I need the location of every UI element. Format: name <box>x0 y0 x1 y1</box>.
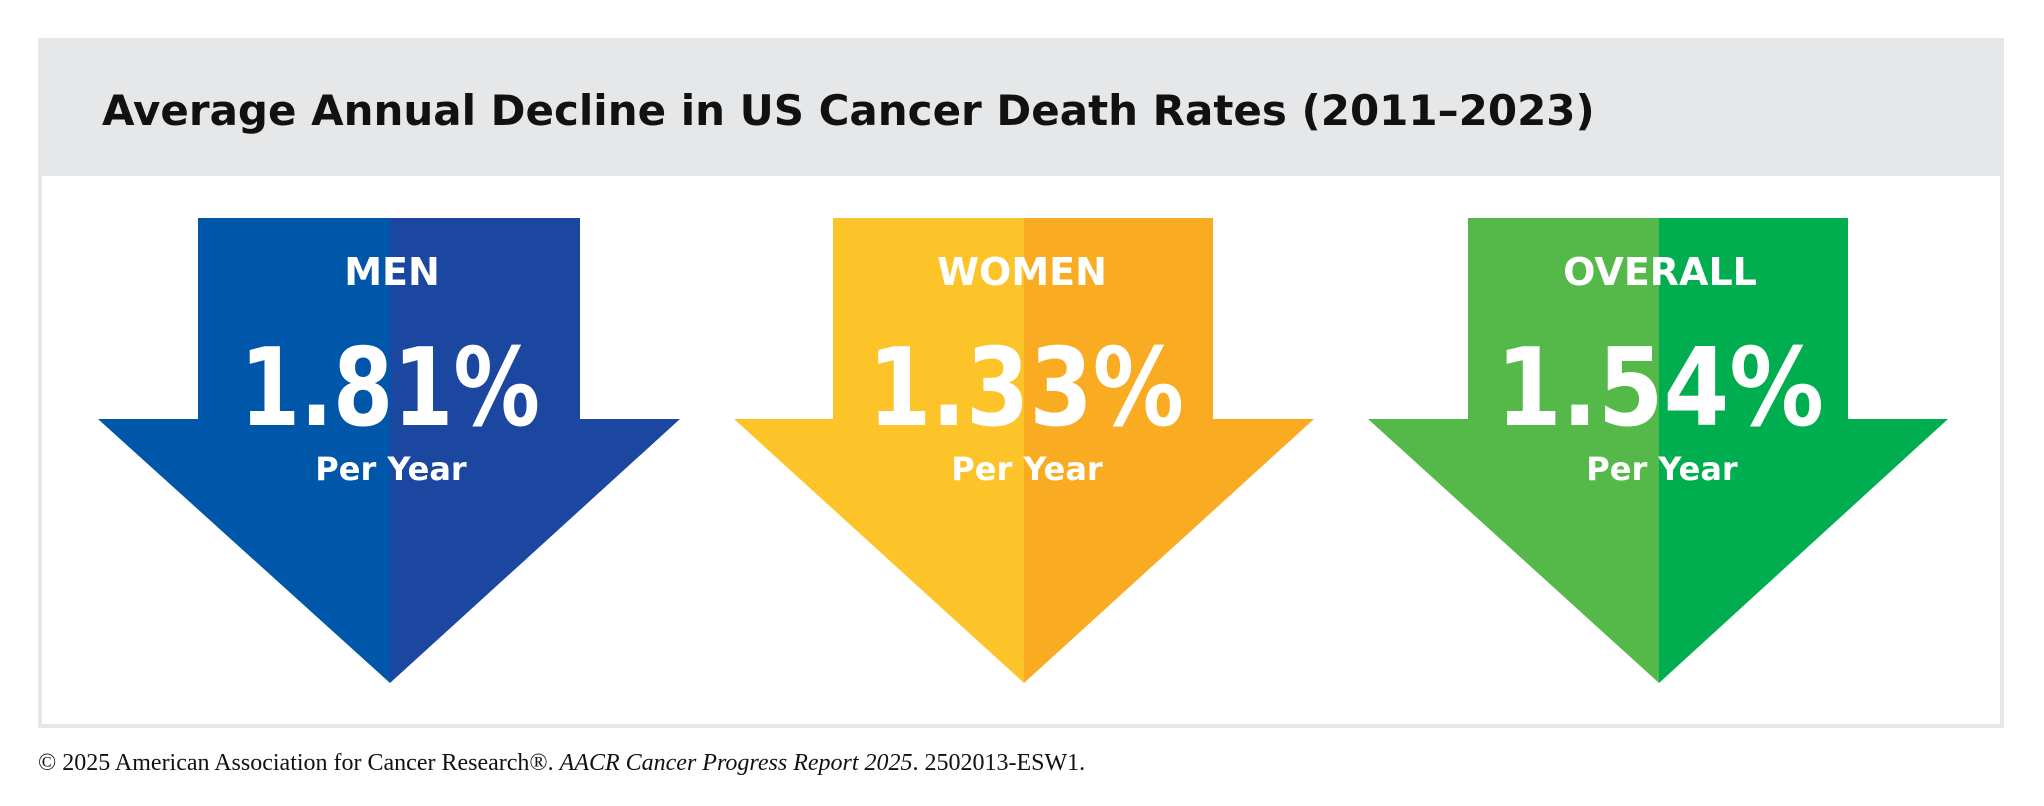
footer-report-title: AACR Cancer Progress Report 2025 <box>559 750 913 776</box>
arrow-overall-value: 1.54% <box>1496 326 1824 451</box>
arrow-women-right-half <box>1024 218 1314 683</box>
footer-suffix: . 2502013-ESW1. <box>912 750 1086 776</box>
arrow-men-sublabel: Per Year <box>315 450 467 488</box>
arrow-overall-left-half <box>1368 218 1659 683</box>
arrow-overall-right-half <box>1659 218 1948 683</box>
arrow-overall-label: OVERALL <box>1563 250 1757 294</box>
title-bar: Average Annual Decline in US Cancer Deat… <box>42 42 2000 176</box>
arrow-women-sublabel: Per Year <box>951 450 1103 488</box>
arrow-women: WOMEN 1.33% Per Year <box>734 218 1314 683</box>
arrow-women-label: WOMEN <box>937 250 1107 294</box>
arrow-men-value: 1.81% <box>240 326 540 451</box>
copyright-footer: © 2025 American Association for Cancer R… <box>38 750 1085 777</box>
arrow-men-label: MEN <box>344 250 440 294</box>
arrow-women-left-half <box>734 218 1024 683</box>
arrow-women-value: 1.33% <box>868 326 1184 451</box>
arrow-men: MEN 1.81% Per Year <box>98 218 680 683</box>
arrow-men-right-half <box>390 218 680 683</box>
arrow-overall: OVERALL 1.54% Per Year <box>1368 218 1948 683</box>
arrow-men-left-half <box>98 218 390 683</box>
arrow-overall-sublabel: Per Year <box>1586 450 1738 488</box>
footer-prefix: © 2025 American Association for Cancer R… <box>38 750 560 776</box>
chart-title: Average Annual Decline in US Cancer Deat… <box>102 86 1595 135</box>
